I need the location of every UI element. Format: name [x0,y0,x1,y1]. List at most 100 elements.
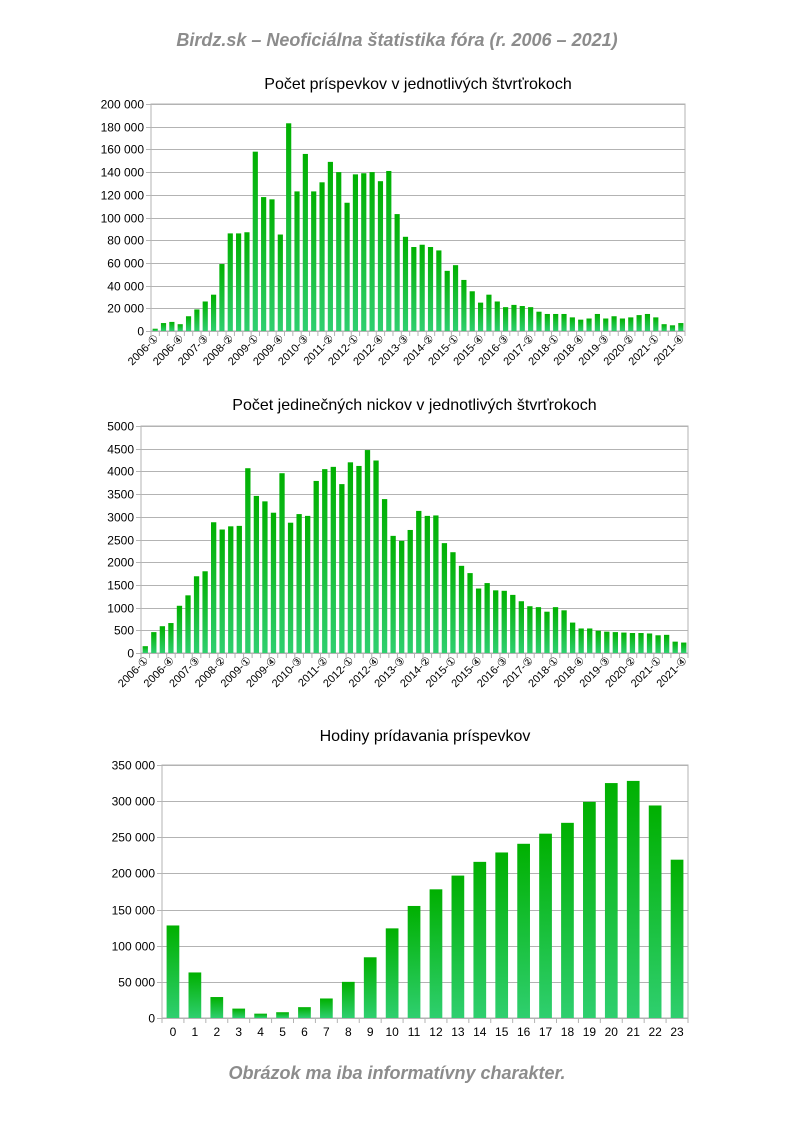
bar [561,313,567,331]
posting-hours-chart: Hodiny prídavania príspevkov 0 50 000 100 0… [112,728,689,1039]
x-tick-label: 11 [408,1025,421,1039]
bar [407,529,413,653]
bar [202,571,208,653]
bar [381,499,388,653]
x-tick-label: 1 [192,1025,199,1039]
bar [185,316,192,331]
bar [539,833,552,1018]
bar [344,202,350,331]
bar [254,1013,267,1018]
y-tick-label: 180 000 [101,121,145,135]
bar [279,473,285,653]
bar [177,324,183,331]
bar [276,1012,289,1018]
bar [356,465,362,653]
page-footer: Obrázok ma iba informatívny charakter. [228,1063,566,1083]
bar [424,515,430,653]
bar [294,191,300,331]
bar [552,607,559,653]
bar [402,236,409,331]
bar [519,306,525,331]
x-tick-label: 3 [235,1025,242,1039]
y-tick-label: 150 000 [112,904,156,918]
bar [436,250,442,331]
y-tick-label: 0 [127,647,134,661]
y-tick-label: 1500 [107,579,134,593]
bar [142,646,148,653]
bar [450,552,456,653]
bar [477,302,484,332]
x-tick-label: 19 [583,1025,597,1039]
bar [244,232,250,331]
bar [655,635,661,653]
bar [661,324,667,331]
bar [484,583,490,653]
bar [594,313,600,331]
y-tick-label: 100 000 [112,940,156,954]
bar [604,631,610,653]
bar [517,843,530,1018]
x-tick-label: 8 [345,1025,352,1039]
bar [427,247,434,331]
bar [236,233,242,331]
bar [535,607,542,653]
bar [511,304,517,331]
bar [458,565,465,653]
x-tick-label: 20 [605,1025,619,1039]
bar [681,642,687,653]
bar [626,780,640,1018]
bar [587,628,593,653]
bar [544,611,550,653]
x-tick-label: 16 [517,1025,531,1039]
bar [441,543,448,653]
x-tick-label: 21 [627,1025,641,1039]
bar [319,182,325,331]
bar [646,633,653,653]
x-tick-label: 12 [429,1025,443,1039]
y-tick-label: 1000 [107,602,134,616]
y-tick-label: 100 000 [101,212,145,226]
y-tick-label: 50 000 [118,976,155,990]
bar [411,247,417,331]
bar [188,972,202,1018]
y-tick-label: 3000 [107,511,134,525]
y-tick-label: 40 000 [107,280,144,294]
bar [298,1007,311,1018]
bar [486,294,492,331]
y-tick-label: 500 [114,624,134,638]
bar [232,1008,246,1018]
bar [194,309,200,331]
bar [569,622,576,653]
bar [603,318,609,331]
bar [629,633,636,653]
bar [394,214,400,331]
bar [152,328,158,331]
y-tick-label: 2500 [107,534,134,548]
bar [361,173,367,331]
x-tick-label: 22 [648,1025,662,1039]
y-tick-label: 2000 [107,556,134,570]
bar [193,576,200,653]
bar [287,522,294,653]
bar [510,594,516,653]
y-tick-label: 4000 [107,465,134,479]
bar [160,323,167,331]
bar [169,321,175,331]
y-tick-label: 140 000 [101,166,145,180]
bar [528,307,534,331]
page-title: Birdz.sk – Neoficiálna štatistika fóra (… [176,30,618,50]
bar [305,515,311,653]
bar [373,460,379,653]
bar [219,264,225,331]
bar [518,601,524,653]
bar [386,170,392,331]
bar [611,316,617,331]
bar [252,151,258,331]
bar [302,153,308,331]
bar [561,822,574,1018]
bar [663,634,670,653]
x-tick-label: 23 [670,1025,684,1039]
x-tick-label: 6 [301,1025,308,1039]
y-tick-label: 350 000 [112,759,156,773]
y-tick-label: 200 000 [112,867,156,881]
